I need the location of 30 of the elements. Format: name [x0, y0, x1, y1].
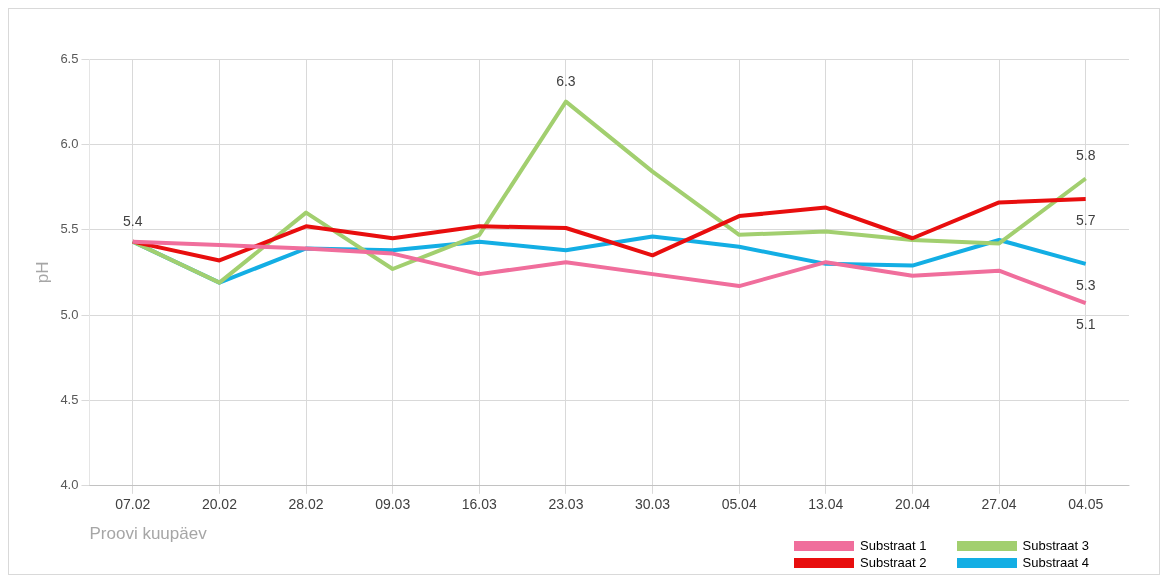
y-tick-label: 5.5 [60, 221, 79, 237]
annotation: 5.1 [1075, 315, 1096, 332]
annotation: 6.3 [556, 72, 576, 89]
x-tick-label: 13.04 [808, 496, 844, 513]
x-tick-label: 09.03 [375, 496, 411, 513]
y-tick-label: 5.0 [60, 306, 79, 322]
x-tick-label: 05.04 [721, 496, 757, 513]
annotation: 5.3 [1075, 276, 1096, 293]
x-tick-label: 20.02 [201, 496, 238, 513]
legend-label: Substraat 1 [860, 538, 927, 553]
x-tick-label: 30.03 [635, 496, 671, 513]
x-axis-title: Proovi kuupäev [89, 524, 208, 544]
legend-label: Substraat 4 [1022, 555, 1089, 570]
annotation: 5.7 [1075, 211, 1096, 228]
x-tick-label: 04.05 [1068, 496, 1104, 513]
legend-label: Substraat 3 [1022, 538, 1089, 553]
x-tick-label: 16.03 [461, 496, 498, 513]
legend-label: Substraat 2 [860, 555, 927, 570]
x-tick-label: 28.02 [288, 496, 324, 513]
x-tick-label: 20.04 [894, 496, 931, 513]
annotation: 5.8 [1075, 147, 1096, 164]
y-tick-label: 6.0 [60, 135, 79, 151]
x-tick-label: 23.03 [548, 496, 584, 513]
y-tick-label: 6.5 [60, 50, 79, 66]
annotation: 5.4 [123, 212, 143, 229]
y-axis-title: pH [32, 261, 52, 284]
x-tick-label: 27.04 [981, 496, 1017, 513]
y-tick-label: 4.5 [60, 392, 79, 408]
x-tick-label: 07.02 [115, 496, 151, 513]
y-tick-label: 4.0 [60, 477, 79, 493]
